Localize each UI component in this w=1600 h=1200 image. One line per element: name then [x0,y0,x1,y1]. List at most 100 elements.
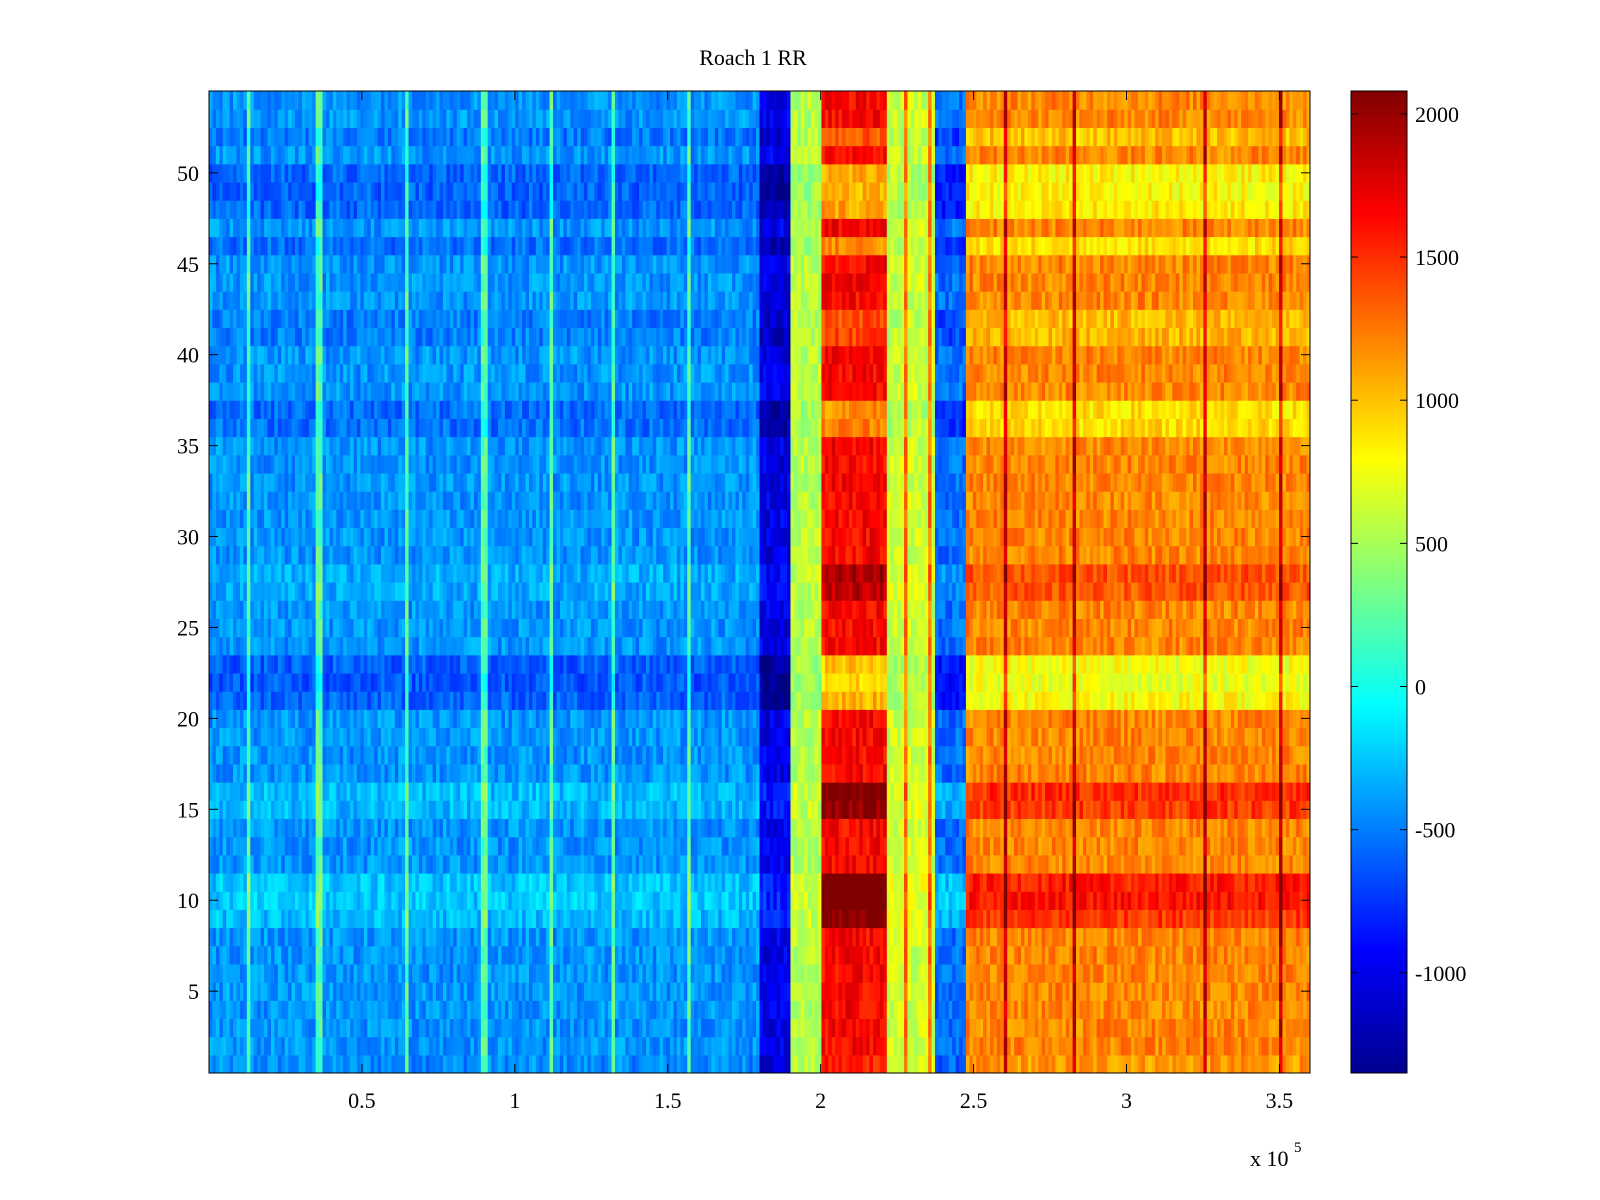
heatmap-cell [542,891,547,910]
heatmap-cell [1265,927,1270,947]
heatmap-cell [477,1054,482,1073]
heatmap-cell [1258,891,1263,910]
heatmap-cell [749,963,754,983]
heatmap-cell [718,1054,723,1073]
heatmap-cell [559,891,564,910]
heatmap-cell [1069,927,1074,947]
heatmap-cell [910,836,915,856]
heatmap-cell [807,963,812,983]
heatmap-cell [508,909,513,929]
heatmap-cell [1107,945,1112,965]
heatmap-cell [1279,982,1284,1001]
heatmap-cell [566,982,571,1001]
heatmap-cell [463,1036,468,1056]
heatmap-cell [821,782,826,801]
heatmap-cell [1120,818,1125,838]
heatmap-cell [897,963,902,983]
heatmap-cell [983,818,988,838]
heatmap-cell [955,1054,960,1073]
heatmap-cell [370,1000,375,1020]
heatmap-cell [1230,854,1235,874]
heatmap-cell [429,982,434,1001]
heatmap-cell [556,1036,561,1056]
heatmap-cell [697,927,702,947]
heatmap-cell [876,836,881,856]
heatmap-cell [535,818,540,838]
heatmap-cell [456,872,461,892]
heatmap-cell [1186,891,1191,910]
heatmap-cell [1285,945,1290,965]
heatmap-cell [745,927,750,947]
heatmap-cell [652,909,657,929]
heatmap-cell [817,963,823,983]
heatmap-cell [587,891,592,910]
heatmap-cell [1051,927,1056,947]
heatmap-cell [670,1036,675,1056]
heatmap-cell [480,909,485,929]
heatmap-cell [1299,909,1304,929]
heatmap-cell [1069,909,1074,929]
heatmap-cell [1282,982,1287,1001]
heatmap-cell [1182,909,1187,929]
heatmap-cell [1113,1018,1118,1038]
heatmap-cell [787,927,792,947]
heatmap-cell [222,800,227,820]
heatmap-cell [1162,909,1167,929]
heatmap-cell [601,782,606,801]
heatmap-cell [432,1018,437,1038]
heatmap-cell [584,1000,589,1020]
heatmap-cell [1096,800,1101,820]
heatmap-cell [270,836,275,856]
heatmap-cell [412,909,417,929]
heatmap-cell [1285,1018,1290,1038]
heatmap-cell [494,945,499,965]
heatmap-cell [676,782,681,801]
heatmap-cell [707,909,712,929]
heatmap-cell [976,800,981,820]
heatmap-cell [260,1000,265,1020]
heatmap-cell [1014,1036,1019,1056]
heatmap-cell [1261,800,1266,820]
heatmap-cell [1058,1018,1063,1038]
heatmap-cell [711,1018,716,1038]
heatmap-cell [652,782,657,801]
heatmap-cell [835,1054,840,1073]
heatmap-cell [862,963,867,983]
heatmap-cell [611,927,616,947]
heatmap-cell [910,963,915,983]
heatmap-cell [986,927,991,947]
heatmap-cell [766,836,771,856]
heatmap-cell [701,818,706,838]
heatmap-cell [439,909,444,929]
heatmap-cell [381,1054,386,1073]
heatmap-cell [1144,1054,1149,1073]
heatmap-cell [415,982,420,1001]
heatmap-cell [1175,963,1180,983]
heatmap-cell [384,818,389,838]
heatmap-cell [893,836,898,856]
heatmap-cell [222,1054,227,1073]
heatmap-cell [618,945,623,965]
heatmap-cell [917,1000,922,1020]
heatmap-cell [783,927,788,947]
heatmap-cell [1175,854,1180,874]
heatmap-cell [907,963,912,983]
heatmap-cell [879,1018,884,1038]
heatmap-cell [239,891,245,910]
heatmap-cell [301,1036,306,1056]
heatmap-cell [1024,891,1029,910]
heatmap-cell [928,909,933,929]
heatmap-cell [1110,818,1115,838]
heatmap-cell [566,800,571,820]
heatmap-cell [917,982,922,1001]
heatmap-cell [1172,1054,1177,1073]
heatmap-cell [1127,1018,1132,1038]
heatmap-cell [1069,800,1074,820]
heatmap-cell [336,909,341,929]
heatmap-cell [319,982,324,1001]
heatmap-cell [332,1054,337,1073]
heatmap-cell [319,854,324,874]
heatmap-cell [845,836,850,856]
heatmap-cell [1141,800,1146,820]
heatmap-cell [577,1018,582,1038]
